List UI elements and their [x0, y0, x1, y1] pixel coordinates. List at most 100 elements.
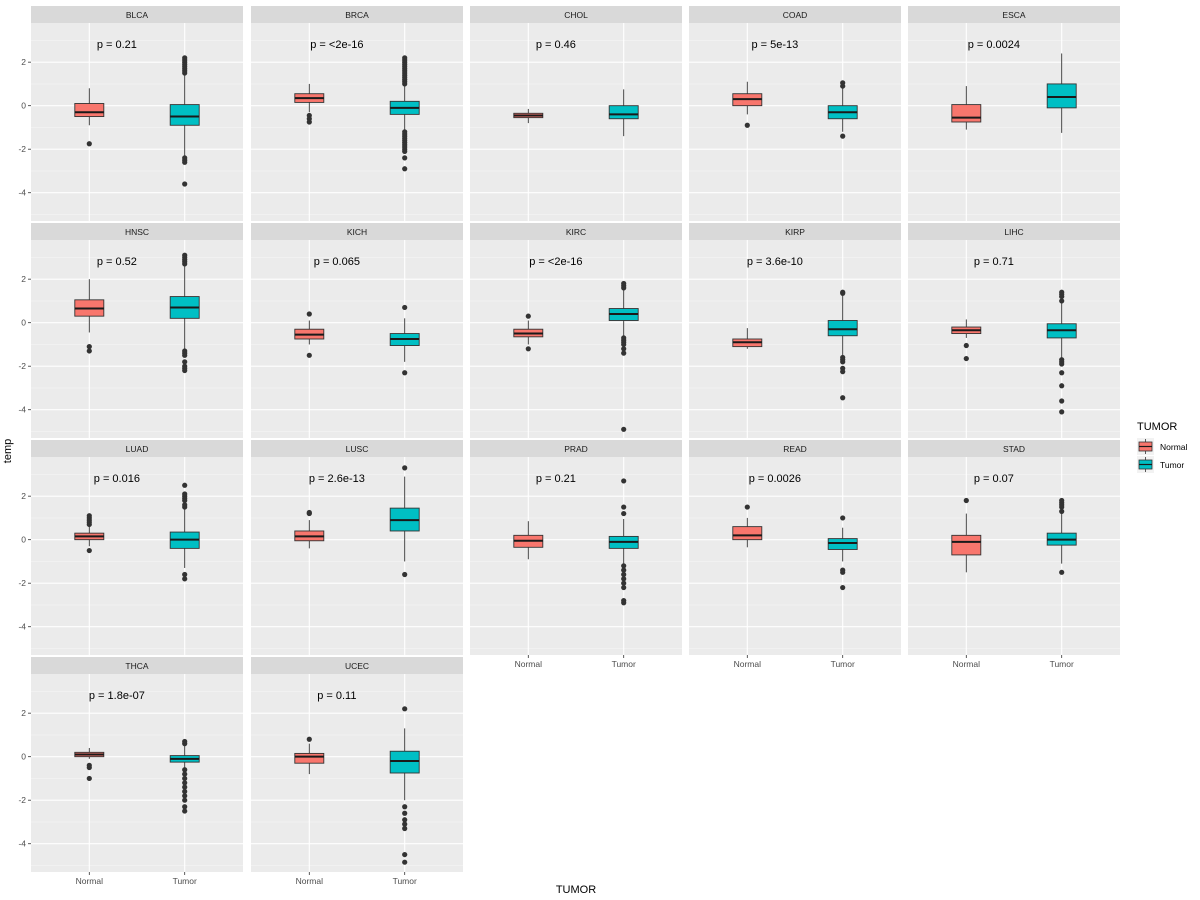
interquartile-box	[951, 534, 982, 556]
facet-strip-label: KICH	[347, 227, 367, 237]
outlier-point	[1059, 508, 1065, 514]
panel-coad: COAD p = 5e-13	[689, 6, 901, 221]
outlier-point	[1059, 361, 1065, 367]
facet-strip-label: LUSC	[346, 444, 369, 454]
box-tumor	[169, 482, 200, 582]
box-normal	[732, 504, 763, 548]
facet-strip-label: COAD	[783, 10, 808, 20]
box-normal	[74, 88, 105, 147]
outlier-point	[402, 155, 408, 161]
outlier-point	[621, 341, 627, 348]
outlier-point	[306, 736, 312, 742]
box-normal	[951, 497, 982, 573]
outlier-point	[1059, 298, 1065, 304]
p-value-label: p = 0.016	[94, 473, 140, 485]
outlier-point	[402, 804, 408, 810]
outlier-point	[182, 55, 188, 61]
panel-hnsc: HNSC p = 0.52	[31, 223, 243, 438]
outlier-point	[621, 510, 627, 517]
box-tumor	[608, 89, 639, 137]
panel-lihc: LIHC p = 0.71	[908, 223, 1120, 438]
outlier-point	[182, 804, 188, 810]
panel-background	[689, 23, 901, 221]
panel-blca: BLCA p = 0.21	[31, 6, 243, 221]
outlier-point	[182, 788, 188, 795]
box-normal	[513, 521, 544, 560]
outlier-point	[1059, 409, 1065, 415]
x-axis-title: TUMOR	[556, 884, 596, 896]
box-tumor	[169, 252, 200, 374]
outlier-point	[621, 426, 627, 432]
outlier-point	[182, 159, 188, 165]
panel-esca: ESCA p = 0.0024	[908, 6, 1120, 221]
facet-strip-label: READ	[783, 444, 807, 454]
outlier-point	[86, 764, 92, 771]
y-tick-label: -2	[18, 795, 26, 805]
panel-background	[470, 23, 682, 221]
y-tick-label: -4	[18, 839, 26, 849]
outlier-point	[86, 775, 92, 782]
facet-strip	[31, 440, 243, 457]
legend-title: TUMOR	[1137, 421, 1177, 433]
interquartile-box	[169, 104, 200, 126]
y-tick-label: -4	[18, 188, 26, 198]
panel-background	[908, 240, 1120, 438]
p-value-label: p = 0.0024	[968, 39, 1020, 51]
p-value-label: p = 0.065	[314, 256, 360, 268]
facet-strip-label: THCA	[125, 661, 148, 671]
box-normal	[294, 83, 325, 125]
p-value-label: p = 0.07	[974, 473, 1014, 485]
facet-strip	[31, 6, 243, 23]
panel-background	[470, 457, 682, 655]
legend-item-tumor: Tumor	[1137, 456, 1184, 473]
panel-kirp: KIRP p = 3.6e-10	[689, 223, 901, 438]
p-value-label: p = <2e-16	[310, 39, 363, 51]
y-tick-label: 0	[21, 101, 26, 111]
outlier-point	[306, 311, 312, 317]
outlier-point	[402, 825, 408, 832]
outlier-point	[621, 563, 627, 569]
outlier-point	[840, 515, 846, 521]
box-tumor	[1046, 497, 1077, 575]
x-tick-label: Normal	[76, 876, 104, 886]
outlier-point	[621, 280, 627, 287]
panel-thca: THCA p = 1.8e-07	[31, 657, 243, 872]
outlier-point	[1059, 497, 1065, 504]
outlier-point	[402, 465, 408, 471]
outlier-point	[182, 780, 188, 786]
panel-background	[251, 23, 463, 221]
box-tumor	[389, 706, 420, 865]
outlier-point	[621, 567, 627, 573]
box-normal	[74, 279, 105, 354]
outlier-point	[402, 859, 408, 865]
facet-strip	[908, 6, 1120, 23]
outlier-point	[306, 352, 312, 358]
box-tumor	[1046, 289, 1077, 415]
facet-strip-label: HNSC	[125, 227, 149, 237]
p-value-label: p = 0.11	[317, 690, 356, 702]
outlier-point	[840, 289, 846, 295]
facet-strip	[689, 440, 901, 457]
outlier-point	[182, 502, 188, 508]
facet-strip-label: UCEC	[345, 661, 369, 671]
y-tick-label: -4	[18, 405, 26, 415]
outlier-point	[744, 122, 750, 128]
x-tick-label: Normal	[953, 659, 981, 669]
panel-background	[31, 674, 243, 872]
facet-strip-label: LUAD	[126, 444, 149, 454]
x-tick-label: Tumor	[612, 659, 636, 669]
y-tick-label: -4	[18, 622, 26, 632]
outlier-point	[840, 584, 846, 591]
panels-layer: BLCA p = 0.21 BRCA p = <2e-16 CHOL p = 0.46 CO…	[31, 6, 1120, 872]
outlier-point	[402, 55, 408, 61]
outlier-point	[1059, 289, 1065, 295]
outlier-point	[86, 141, 92, 147]
facet-strip	[689, 6, 901, 23]
box-tumor	[389, 55, 420, 172]
outlier-point	[621, 584, 627, 591]
box-tumor	[827, 289, 858, 401]
box-normal	[951, 86, 982, 130]
y-axis-title: temp	[2, 439, 14, 463]
facet-strip	[251, 6, 463, 23]
outlier-point	[182, 571, 188, 578]
